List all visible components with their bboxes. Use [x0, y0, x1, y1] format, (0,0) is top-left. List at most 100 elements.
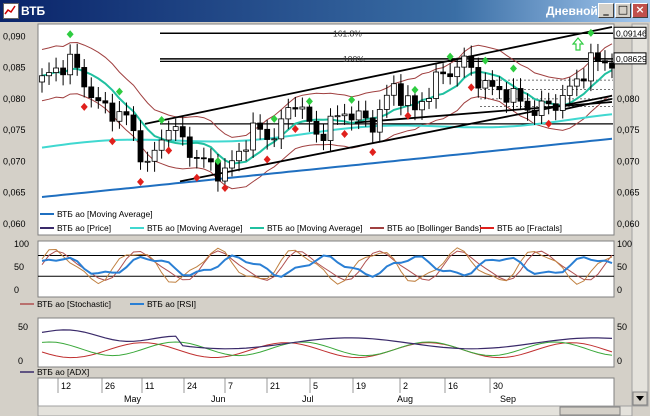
candle[interactable]	[461, 55, 468, 68]
candle[interactable]	[88, 86, 95, 98]
fractal-up-marker[interactable]	[305, 97, 313, 106]
fractal-up-marker[interactable]	[66, 30, 74, 39]
fractal-up-marker[interactable]	[158, 115, 166, 124]
fractal-down-marker[interactable]	[137, 177, 145, 186]
candle[interactable]	[362, 110, 369, 119]
trend-channel-line[interactable]	[559, 97, 613, 112]
fractal-down-marker[interactable]	[341, 130, 349, 139]
candle[interactable]	[144, 160, 151, 163]
candle[interactable]	[341, 113, 348, 117]
candle[interactable]	[573, 78, 580, 87]
timeframe-label[interactable]: Дневной	[546, 4, 598, 18]
fractal-up-marker[interactable]	[481, 56, 489, 65]
scrollbar-thumb[interactable]	[559, 406, 621, 416]
candle[interactable]	[355, 110, 362, 121]
candle[interactable]	[46, 72, 52, 77]
horizontal-scrollbar[interactable]	[37, 405, 633, 416]
candle[interactable]	[609, 62, 615, 69]
fractal-down-marker[interactable]	[80, 102, 88, 111]
candle[interactable]	[81, 67, 88, 88]
candle[interactable]	[482, 80, 489, 89]
candle[interactable]	[412, 95, 418, 111]
candle[interactable]	[193, 157, 200, 159]
maximize-button[interactable]: □	[615, 3, 631, 18]
candle[interactable]	[552, 103, 559, 111]
candle[interactable]	[517, 88, 524, 102]
fractal-up-marker[interactable]	[446, 52, 454, 61]
fractal-up-marker[interactable]	[509, 64, 517, 73]
candle[interactable]	[524, 100, 531, 111]
candle[interactable]	[313, 120, 320, 135]
fractal-up-marker[interactable]	[115, 87, 123, 96]
candle[interactable]	[538, 100, 545, 116]
candle[interactable]	[348, 113, 355, 121]
fractal-up-marker[interactable]	[587, 28, 595, 37]
candle[interactable]	[602, 60, 608, 64]
trend-channel-line[interactable]	[144, 26, 613, 125]
candle[interactable]	[447, 73, 454, 78]
fractal-down-marker[interactable]	[291, 125, 299, 134]
fractal-up-marker[interactable]	[214, 157, 222, 166]
candle[interactable]	[292, 107, 299, 110]
fractal-down-marker[interactable]	[221, 184, 229, 193]
close-button[interactable]: ×	[632, 3, 648, 18]
candle[interactable]	[158, 139, 165, 151]
candle[interactable]	[222, 167, 228, 182]
panel-splitter[interactable]	[0, 236, 650, 240]
fractal-down-marker[interactable]	[108, 137, 116, 146]
candle[interactable]	[327, 115, 334, 141]
candle[interactable]	[496, 86, 503, 91]
chart-area[interactable]: 0,090 0,085 0,080 0,075 0,070 0,065 0,060 0,080…	[0, 22, 650, 416]
candle[interactable]	[229, 160, 235, 169]
vertical-scrollbar[interactable]	[631, 23, 649, 407]
candle[interactable]	[559, 95, 566, 111]
candle[interactable]	[475, 67, 482, 89]
candle[interactable]	[397, 83, 404, 106]
candle[interactable]	[503, 89, 510, 103]
candle[interactable]	[426, 98, 432, 102]
candle[interactable]	[123, 111, 130, 116]
candle[interactable]	[587, 52, 594, 82]
candle[interactable]	[264, 128, 271, 140]
candle[interactable]	[60, 67, 67, 76]
candle[interactable]	[369, 117, 376, 133]
candle[interactable]	[243, 149, 249, 152]
minimize-button[interactable]: _	[598, 3, 614, 18]
level-price-box[interactable]	[613, 52, 647, 65]
candle[interactable]	[207, 158, 214, 163]
fractal-up-marker[interactable]	[348, 95, 356, 104]
candle[interactable]	[531, 109, 538, 116]
candle[interactable]	[510, 88, 517, 103]
candle[interactable]	[165, 130, 172, 141]
candle[interactable]	[250, 122, 257, 151]
fractal-down-marker[interactable]	[404, 111, 412, 120]
candle[interactable]	[186, 136, 193, 158]
candle[interactable]	[545, 100, 552, 105]
fractal-down-marker[interactable]	[165, 146, 173, 155]
candle[interactable]	[172, 126, 179, 131]
candle[interactable]	[95, 97, 102, 102]
candle[interactable]	[419, 101, 425, 111]
fractal-down-marker[interactable]	[369, 148, 377, 157]
candle[interactable]	[257, 122, 264, 130]
fractal-down-marker[interactable]	[467, 83, 475, 92]
candle[interactable]	[489, 80, 496, 87]
candle[interactable]	[74, 53, 81, 68]
candle[interactable]	[390, 83, 397, 96]
candle[interactable]	[179, 126, 186, 138]
candle[interactable]	[566, 85, 573, 96]
candle[interactable]	[102, 100, 109, 104]
candle[interactable]	[454, 66, 461, 78]
candle[interactable]	[306, 106, 313, 122]
level-price-box[interactable]	[613, 26, 647, 39]
candle[interactable]	[440, 71, 447, 75]
fractal-down-marker[interactable]	[545, 119, 553, 128]
candle[interactable]	[299, 106, 306, 110]
candle[interactable]	[376, 109, 383, 133]
candle[interactable]	[405, 95, 411, 106]
candle[interactable]	[278, 118, 285, 140]
candle[interactable]	[271, 138, 278, 141]
title-bar[interactable]: ВТБ Дневной _ □ ×	[0, 0, 650, 22]
adx-panel[interactable]	[37, 317, 615, 368]
candle[interactable]	[200, 157, 207, 160]
